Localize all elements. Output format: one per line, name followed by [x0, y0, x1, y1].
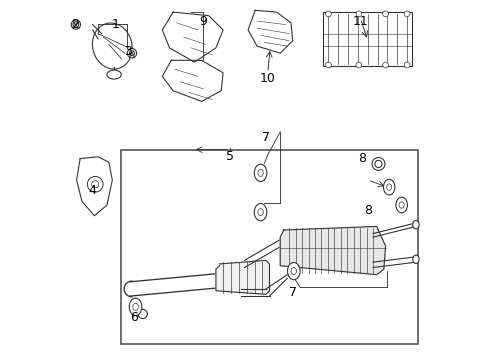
Circle shape [382, 11, 387, 17]
Text: 1: 1 [112, 18, 120, 31]
Circle shape [355, 62, 361, 68]
Text: 3: 3 [124, 45, 132, 58]
Circle shape [325, 11, 331, 17]
Circle shape [404, 11, 409, 17]
Circle shape [138, 309, 147, 319]
Circle shape [325, 62, 331, 68]
Text: 11: 11 [352, 14, 368, 27]
Text: 2: 2 [71, 18, 79, 31]
Ellipse shape [257, 169, 263, 176]
Polygon shape [280, 226, 385, 275]
Circle shape [371, 157, 384, 170]
Circle shape [91, 181, 99, 188]
Polygon shape [323, 12, 411, 66]
Ellipse shape [254, 164, 266, 181]
Circle shape [355, 11, 361, 17]
Circle shape [382, 62, 387, 68]
Ellipse shape [386, 184, 391, 190]
Text: 9: 9 [199, 14, 207, 27]
Ellipse shape [287, 262, 300, 280]
Circle shape [127, 49, 136, 58]
Circle shape [87, 176, 103, 192]
Text: 10: 10 [259, 72, 275, 85]
Polygon shape [162, 12, 223, 62]
Ellipse shape [257, 208, 263, 216]
Ellipse shape [412, 255, 418, 264]
Text: 8: 8 [358, 152, 366, 165]
Text: 7: 7 [262, 131, 269, 144]
Text: 4: 4 [88, 184, 97, 197]
Bar [121, 150, 417, 344]
Ellipse shape [395, 197, 407, 213]
Ellipse shape [290, 267, 296, 275]
Ellipse shape [107, 70, 121, 79]
Text: 5: 5 [226, 150, 234, 163]
Polygon shape [77, 157, 112, 216]
Text: 6: 6 [129, 311, 138, 324]
Text: 8: 8 [363, 204, 371, 217]
Ellipse shape [398, 202, 404, 208]
Ellipse shape [133, 303, 138, 310]
Text: 7: 7 [288, 286, 296, 299]
Circle shape [73, 22, 79, 27]
Circle shape [71, 20, 81, 29]
Ellipse shape [92, 23, 132, 69]
Ellipse shape [129, 298, 142, 315]
Ellipse shape [412, 220, 418, 229]
Circle shape [374, 160, 381, 167]
Ellipse shape [383, 179, 394, 195]
Circle shape [404, 62, 409, 68]
Polygon shape [162, 60, 223, 102]
Ellipse shape [254, 203, 266, 221]
Polygon shape [247, 10, 292, 53]
Circle shape [129, 51, 134, 56]
Polygon shape [216, 260, 269, 294]
